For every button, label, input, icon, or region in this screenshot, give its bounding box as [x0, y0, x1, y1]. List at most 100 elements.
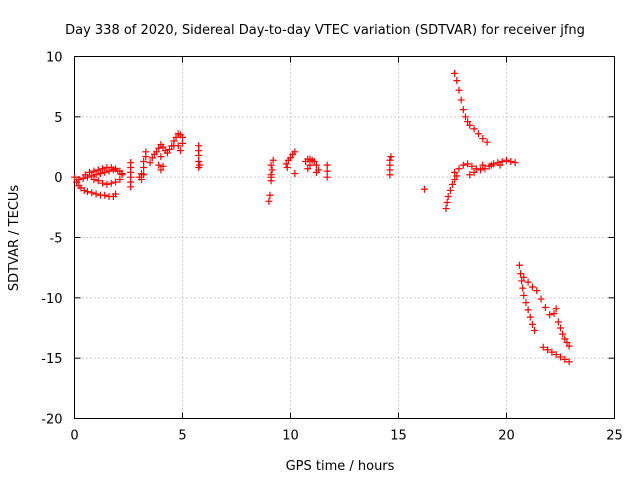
- series-arc-o: [442, 172, 461, 213]
- series-arc-i: [265, 156, 277, 205]
- data-point: [142, 148, 150, 156]
- data-point: [559, 330, 567, 338]
- series-arc-a: [71, 173, 120, 200]
- data-point: [195, 157, 203, 165]
- data-point: [561, 355, 569, 363]
- data-point: [107, 164, 115, 172]
- data-point: [99, 179, 107, 187]
- data-point: [323, 167, 331, 175]
- data-point: [103, 180, 111, 188]
- data-point: [443, 199, 451, 207]
- data-point: [561, 335, 569, 343]
- data-point: [86, 168, 94, 176]
- data-point: [137, 176, 145, 184]
- data-point: [472, 165, 480, 173]
- series-arc-u: [554, 318, 573, 350]
- data-point: [79, 174, 87, 182]
- data-point: [127, 159, 135, 167]
- data-point: [483, 138, 491, 146]
- series-arc-f: [146, 141, 169, 174]
- data-point: [457, 96, 465, 104]
- y-tick-label: -15: [41, 352, 62, 367]
- data-point: [546, 311, 554, 319]
- data-point: [444, 192, 452, 200]
- data-point: [522, 299, 530, 307]
- data-point: [155, 144, 163, 152]
- series-arc-q: [451, 156, 519, 179]
- data-point: [537, 295, 545, 303]
- y-tick-label: 10: [46, 51, 63, 66]
- data-point: [146, 159, 154, 167]
- data-point: [563, 338, 571, 346]
- data-point: [105, 167, 113, 175]
- data-point: [291, 148, 299, 156]
- data-point: [451, 69, 459, 77]
- series-arc-g: [163, 130, 186, 157]
- series-arc-t: [539, 343, 573, 366]
- data-point: [524, 278, 532, 286]
- data-point: [75, 176, 83, 184]
- data-point: [176, 147, 184, 155]
- series-arc-d: [127, 159, 135, 191]
- data-point: [116, 167, 124, 175]
- data-point: [528, 283, 536, 291]
- data-point: [81, 171, 89, 179]
- data-point: [459, 161, 467, 169]
- data-point: [518, 277, 526, 285]
- data-point: [541, 303, 549, 311]
- data-point: [172, 133, 180, 141]
- y-tick-label: -5: [50, 232, 63, 247]
- data-point: [101, 191, 109, 199]
- data-point: [80, 186, 88, 194]
- y-tick-label: -20: [41, 413, 62, 428]
- data-point: [387, 153, 395, 161]
- data-point: [479, 135, 487, 143]
- data-point: [453, 172, 461, 180]
- data-point: [548, 348, 556, 356]
- data-point: [99, 165, 107, 173]
- data-point: [451, 176, 459, 184]
- chart-title: Day 338 of 2020, Sidereal Day-to-day VTE…: [65, 23, 585, 38]
- data-point: [461, 113, 469, 121]
- data-point: [92, 190, 100, 198]
- data-point: [148, 154, 156, 162]
- x-tick-label: 25: [606, 429, 623, 444]
- data-point: [533, 287, 541, 295]
- x-tick-label: 5: [178, 429, 186, 444]
- y-axis-label: SDTVAR / TECUs: [7, 185, 22, 292]
- series-arc-p: [451, 69, 491, 146]
- data-point: [118, 171, 126, 179]
- data-point: [312, 161, 320, 169]
- data-point: [531, 326, 539, 334]
- data-point: [455, 165, 463, 173]
- data-point: [470, 168, 478, 176]
- x-tick-label: 0: [70, 429, 78, 444]
- data-point: [552, 305, 560, 313]
- data-point: [116, 176, 124, 184]
- data-point: [159, 162, 167, 170]
- grid-lines: [74, 56, 615, 419]
- data-point: [267, 161, 275, 169]
- data-point: [470, 125, 478, 133]
- data-point: [323, 173, 331, 181]
- data-point: [163, 149, 171, 157]
- data-point: [511, 159, 519, 167]
- data-point: [466, 121, 474, 129]
- data-point: [283, 164, 291, 172]
- x-tick-label: 15: [390, 429, 407, 444]
- data-point: [487, 161, 495, 169]
- series-arc-s: [520, 273, 560, 319]
- data-point: [520, 291, 528, 299]
- data-point: [291, 170, 299, 178]
- data-point: [269, 156, 277, 164]
- data-point: [420, 185, 428, 193]
- data-point: [528, 320, 536, 328]
- data-point: [101, 168, 109, 176]
- data-point: [464, 118, 472, 126]
- data-point: [498, 157, 506, 165]
- data-point: [266, 191, 274, 199]
- series-arc-h: [195, 142, 204, 172]
- data-point: [323, 161, 331, 169]
- data-point: [554, 318, 562, 326]
